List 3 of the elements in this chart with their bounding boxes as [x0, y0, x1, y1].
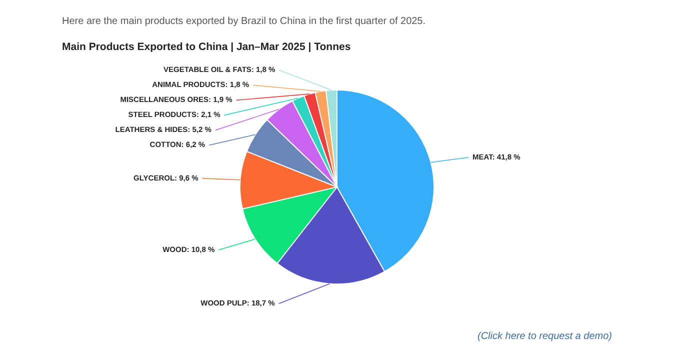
chart-title: Main Products Exported to China | Jan–Mar 2025 | Tonnes [62, 41, 351, 53]
text: (Click here to request a demo) [477, 331, 612, 342]
chart-subtitle: Here are the main products exported by Brazil to China in the first quarter of 2025. [62, 16, 426, 27]
